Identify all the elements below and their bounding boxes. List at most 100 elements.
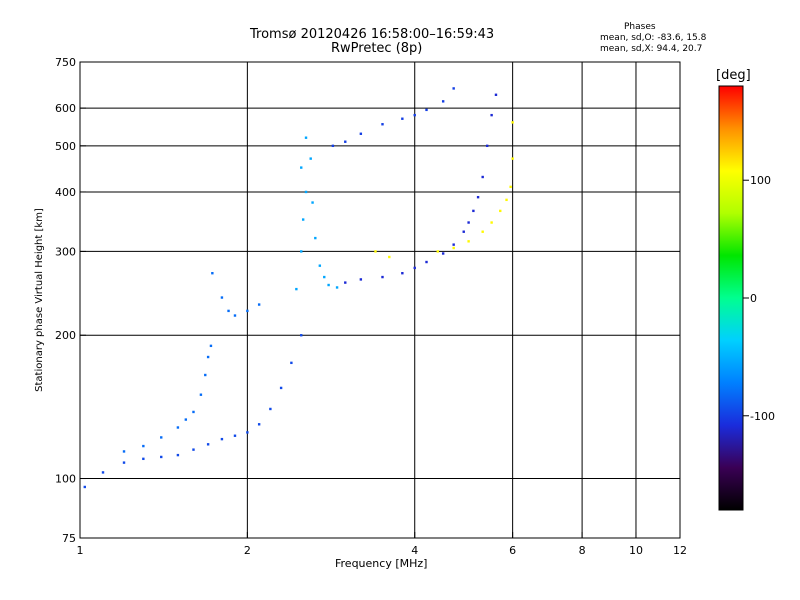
y-tick-label: 500 — [55, 140, 76, 153]
data-point — [388, 255, 391, 259]
data-point — [462, 230, 465, 233]
phases-x-stats: mean, sd,X: 94.4, 20.7 — [600, 44, 703, 54]
data-point — [160, 455, 163, 459]
x-axis-label: Frequency [MHz] — [335, 557, 428, 570]
data-point — [269, 407, 272, 411]
data-point — [101, 471, 105, 474]
series-5 — [331, 87, 455, 148]
data-point — [441, 100, 445, 103]
chart-title: Tromsø 20120426 16:58:00–16:59:43 — [250, 27, 495, 42]
data-point — [476, 195, 480, 199]
data-point — [511, 121, 514, 124]
data-point — [318, 264, 322, 267]
data-point — [481, 175, 484, 179]
data-point — [401, 117, 404, 120]
data-point — [295, 287, 298, 291]
data-point — [142, 444, 145, 448]
data-point — [509, 185, 512, 189]
x-tick-label: 12 — [673, 544, 687, 557]
y-tick-label: 300 — [55, 245, 76, 258]
data-point — [485, 144, 489, 148]
data-point — [122, 450, 126, 453]
phases-title: Phases — [624, 22, 656, 32]
colorbar-tick-label: 100 — [750, 174, 771, 187]
data-point — [204, 373, 207, 377]
data-point — [290, 361, 293, 365]
y-tick-label: 750 — [55, 56, 76, 69]
data-point — [206, 443, 210, 446]
y-tick-label: 75 — [62, 532, 76, 545]
data-point — [505, 198, 508, 202]
data-point — [304, 136, 308, 139]
data-point — [401, 272, 404, 275]
data-point — [184, 418, 188, 421]
data-point — [233, 314, 237, 317]
plot-frame — [79, 61, 681, 539]
data-point — [359, 278, 363, 281]
series-4 — [374, 121, 514, 259]
data-point — [344, 281, 347, 284]
data-point — [311, 201, 314, 204]
data-point — [206, 355, 210, 359]
data-point — [425, 108, 428, 112]
data-point — [413, 113, 416, 117]
y-tick-label: 600 — [55, 102, 76, 115]
data-point — [300, 166, 303, 169]
data-point — [344, 140, 347, 143]
data-point — [481, 230, 484, 233]
data-point — [176, 426, 180, 429]
data-point — [246, 431, 249, 434]
data-point — [374, 250, 377, 253]
data-point — [331, 144, 335, 148]
data-point — [381, 123, 384, 126]
data-point — [452, 243, 455, 246]
data-point — [381, 275, 384, 279]
data-point — [160, 436, 163, 439]
data-point — [327, 283, 330, 287]
data-point — [257, 303, 261, 306]
data-point — [359, 132, 363, 135]
data-point — [246, 309, 249, 313]
data-point — [413, 266, 416, 270]
data-point — [227, 309, 230, 313]
data-point — [494, 93, 498, 96]
data-point — [192, 410, 195, 414]
series-2 — [295, 136, 339, 291]
series-1 — [122, 272, 261, 453]
data-point — [467, 240, 470, 243]
colorbar-tick-label: 0 — [750, 292, 757, 305]
data-point — [511, 157, 514, 160]
colorbar-tick-label: -100 — [750, 410, 775, 423]
data-point — [279, 386, 283, 390]
data-point — [83, 485, 86, 489]
y-tick-label: 100 — [55, 473, 76, 486]
y-tick-label: 400 — [55, 186, 76, 199]
chart-subtitle: RwPretec (8p) — [331, 41, 423, 56]
data-point — [436, 250, 439, 253]
data-point — [472, 209, 475, 213]
data-point — [314, 236, 317, 240]
data-point — [304, 190, 308, 194]
data-point — [300, 334, 303, 337]
data-point — [467, 221, 470, 224]
data-point — [441, 252, 445, 255]
colorbar — [718, 85, 744, 511]
data-point — [301, 218, 305, 221]
y-tick-label: 200 — [55, 329, 76, 342]
data-point — [142, 457, 145, 461]
data-point — [211, 272, 214, 275]
data-point — [425, 260, 428, 264]
series-0 — [83, 334, 303, 489]
data-point — [192, 448, 195, 451]
x-tick-label: 2 — [244, 544, 251, 557]
data-point — [323, 275, 326, 279]
data-point — [233, 434, 237, 437]
data-point — [452, 87, 455, 90]
data-point — [122, 461, 126, 464]
x-tick-label: 4 — [411, 544, 418, 557]
x-tick-label: 10 — [629, 544, 643, 557]
x-tick-label: 1 — [77, 544, 84, 557]
series-3 — [344, 93, 498, 284]
data-point — [490, 221, 493, 224]
